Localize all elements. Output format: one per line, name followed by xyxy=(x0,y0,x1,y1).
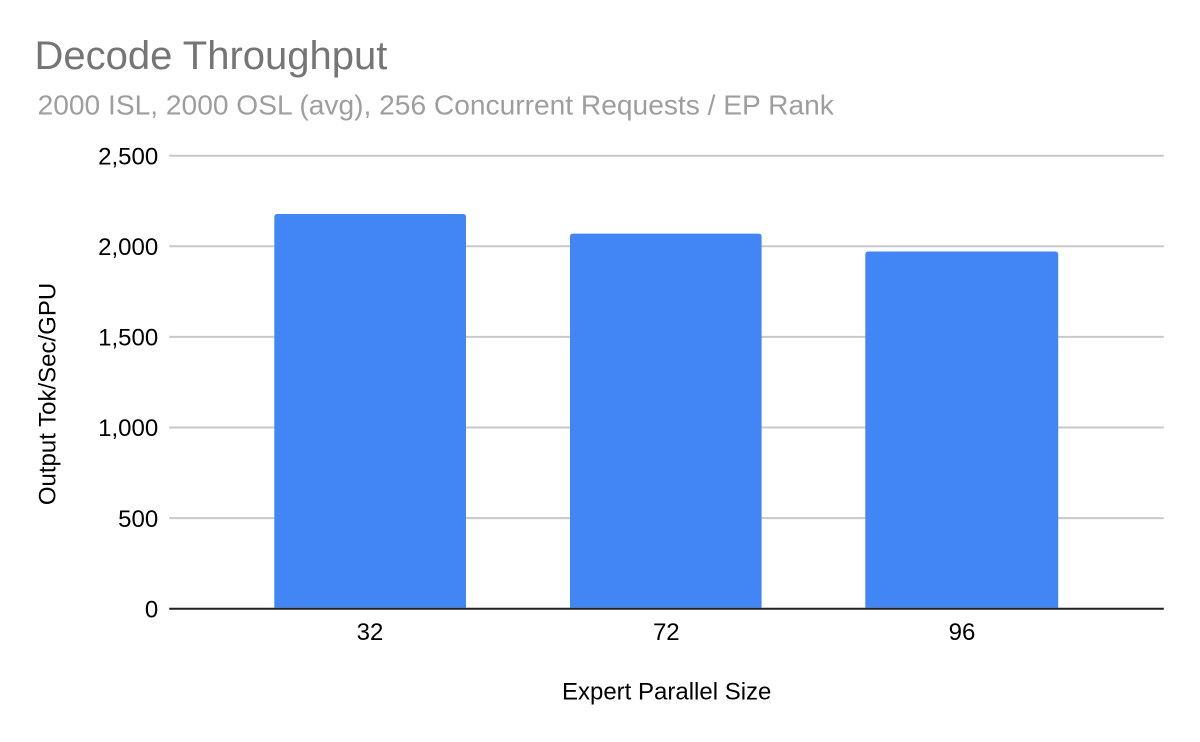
svg-text:Output Tok/Sec/GPU: Output Tok/Sec/GPU xyxy=(35,283,62,505)
svg-text:2,000: 2,000 xyxy=(98,234,158,261)
svg-text:500: 500 xyxy=(118,506,158,533)
svg-text:Decode Throughput: Decode Throughput xyxy=(35,34,388,78)
svg-text:72: 72 xyxy=(653,619,680,646)
svg-text:1,500: 1,500 xyxy=(98,325,158,352)
svg-text:0: 0 xyxy=(145,597,158,624)
svg-text:96: 96 xyxy=(949,619,976,646)
svg-text:2,500: 2,500 xyxy=(98,143,158,170)
svg-text:Expert Parallel Size: Expert Parallel Size xyxy=(562,678,771,705)
svg-text:2000 ISL, 2000 OSL (avg), 256: 2000 ISL, 2000 OSL (avg), 256 Concurrent… xyxy=(38,89,835,120)
svg-text:1,000: 1,000 xyxy=(98,415,158,442)
svg-text:32: 32 xyxy=(357,619,384,646)
